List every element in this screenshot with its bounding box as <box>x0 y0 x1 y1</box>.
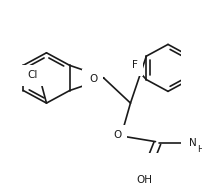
Text: F: F <box>132 60 138 70</box>
Text: Cl: Cl <box>27 70 37 80</box>
Text: OH: OH <box>137 175 153 183</box>
Text: N: N <box>189 138 197 148</box>
Text: O: O <box>114 130 122 140</box>
Text: O: O <box>90 74 98 84</box>
Text: N: N <box>87 75 95 85</box>
Text: H: H <box>198 145 202 154</box>
